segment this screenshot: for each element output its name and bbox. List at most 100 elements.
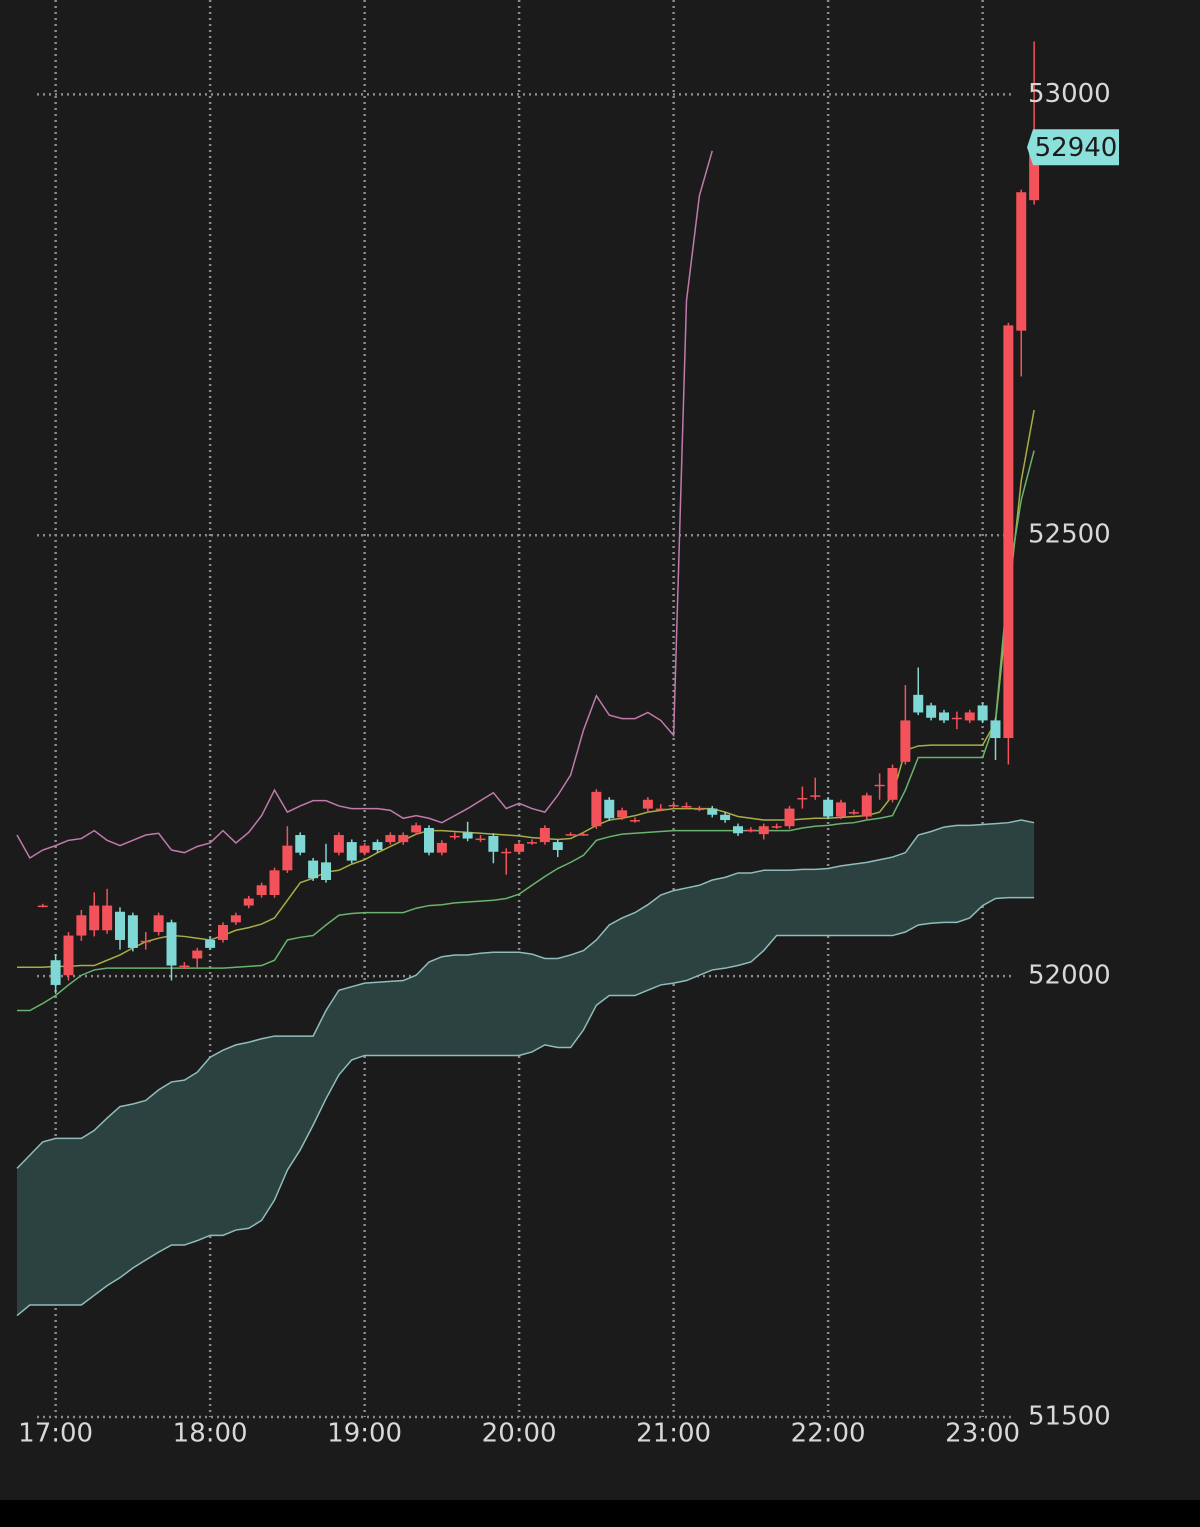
candle-body — [1016, 192, 1027, 331]
candle-body — [887, 768, 898, 800]
candle-body — [153, 915, 164, 933]
candle-body — [488, 835, 499, 852]
candle-body — [63, 935, 74, 976]
candle-body — [333, 835, 344, 853]
candle-body — [668, 805, 679, 807]
candle-body — [552, 842, 563, 851]
candle-body — [37, 905, 48, 908]
candle-body — [642, 799, 653, 809]
x-tick-label: 22:00 — [791, 1419, 866, 1449]
candle-body — [823, 799, 834, 817]
candle-body — [282, 845, 293, 871]
candle-body — [179, 965, 190, 968]
candle-body — [166, 922, 177, 966]
candle-body — [926, 705, 937, 718]
candle-body — [115, 911, 125, 940]
indicator-line — [17, 450, 1035, 1012]
candle-body — [514, 843, 525, 852]
candle-body — [192, 950, 203, 959]
candle-body — [398, 835, 409, 843]
x-tick-label: 23:00 — [945, 1419, 1020, 1449]
candle-body — [424, 827, 434, 853]
candle-body — [1029, 147, 1040, 201]
candle-body — [977, 705, 988, 721]
y-tick-label: 52000 — [1028, 961, 1111, 991]
candle-body — [694, 808, 705, 811]
candle-body — [140, 940, 151, 943]
cloud-area — [17, 820, 1035, 1316]
x-tick-label: 20:00 — [482, 1419, 557, 1449]
candle-body — [565, 834, 576, 836]
last-price-tag — [1027, 129, 1119, 166]
x-tick-label: 21:00 — [636, 1419, 711, 1449]
candle-body — [359, 845, 370, 853]
candle-body — [449, 835, 460, 838]
candle-body — [913, 694, 924, 713]
indicator-line — [16, 896, 1035, 1317]
y-tick-label: 52500 — [1028, 520, 1111, 550]
candle-body — [527, 842, 537, 844]
candle-body — [102, 905, 113, 931]
candle-body — [230, 915, 241, 923]
candle-body — [630, 820, 640, 822]
y-tick-label: 53000 — [1028, 79, 1111, 109]
candle-body — [269, 870, 280, 895]
candle-body — [604, 799, 615, 819]
x-tick-label: 17:00 — [18, 1419, 93, 1449]
last-price-label: 52940 — [1035, 133, 1118, 163]
candle-body — [411, 825, 422, 833]
candle-body — [745, 829, 756, 832]
candle-body — [1003, 325, 1014, 739]
candle-body — [617, 810, 628, 818]
x-tick-label: 19:00 — [327, 1419, 402, 1449]
candle-body — [295, 835, 306, 853]
candle-body — [76, 915, 87, 936]
candle-body — [810, 795, 821, 797]
candle-body — [655, 808, 666, 811]
candle-body — [797, 797, 808, 800]
candle-body — [733, 826, 743, 834]
candle-body — [205, 939, 216, 948]
candle-body — [874, 784, 885, 787]
candle-body — [707, 808, 718, 815]
indicator-line — [16, 150, 713, 860]
candle-body — [848, 812, 859, 814]
cloud — [17, 820, 1035, 1316]
candle-body — [681, 805, 692, 808]
candle-body — [436, 842, 447, 853]
x-tick-label: 18:00 — [173, 1419, 248, 1449]
candle-body — [591, 791, 602, 827]
candle-body — [501, 851, 512, 854]
candle-body — [475, 838, 486, 841]
candle-body — [256, 885, 267, 895]
y-tick-label: 51500 — [1028, 1402, 1111, 1432]
candle-body — [321, 862, 331, 881]
candle-body — [89, 905, 100, 931]
candle-body — [720, 814, 731, 821]
candle-body — [990, 720, 1001, 739]
candle-body — [578, 834, 589, 836]
candle-body — [127, 915, 138, 948]
candles — [37, 41, 1040, 994]
candle-body — [784, 808, 795, 827]
candle-body — [836, 802, 846, 817]
candle-body — [385, 835, 396, 843]
axis-labels: 51500 52000 52500 53000 17:00 18:00 19:00 20:00… — [18, 79, 1119, 1449]
candle-body — [218, 924, 228, 940]
candle-body — [861, 795, 872, 817]
candle-body — [372, 842, 383, 851]
candle-body — [964, 712, 975, 721]
candle-body — [346, 842, 357, 861]
candle-body — [939, 712, 949, 721]
indicator-line — [16, 819, 1035, 1169]
candle-body — [771, 826, 782, 828]
candle-body — [462, 832, 473, 839]
candle-body — [900, 720, 911, 762]
candle-body — [243, 898, 254, 906]
candle-body — [308, 860, 319, 879]
candle-body — [758, 826, 769, 835]
candle-body — [50, 960, 61, 985]
candle-body — [539, 827, 550, 843]
bottom-bar — [0, 1500, 1200, 1527]
